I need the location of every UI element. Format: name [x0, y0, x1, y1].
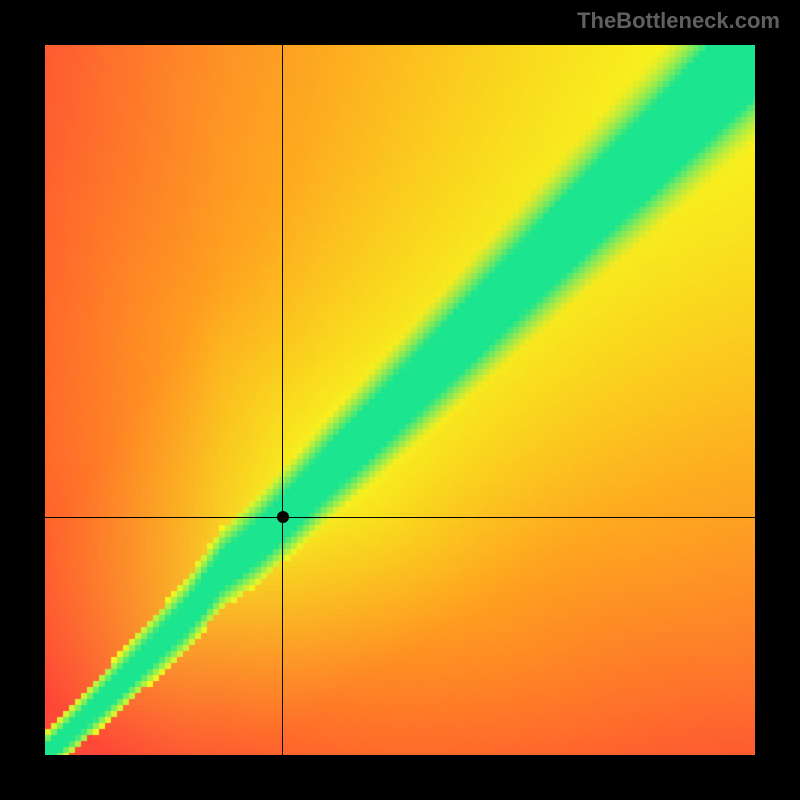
- chart-frame: TheBottleneck.com: [0, 0, 800, 800]
- heatmap-canvas: [45, 45, 755, 755]
- crosshair-horizontal: [45, 517, 755, 518]
- crosshair-vertical: [282, 45, 283, 755]
- watermark-text: TheBottleneck.com: [577, 8, 780, 34]
- plot-area: [45, 45, 755, 755]
- marker-dot: [277, 511, 289, 523]
